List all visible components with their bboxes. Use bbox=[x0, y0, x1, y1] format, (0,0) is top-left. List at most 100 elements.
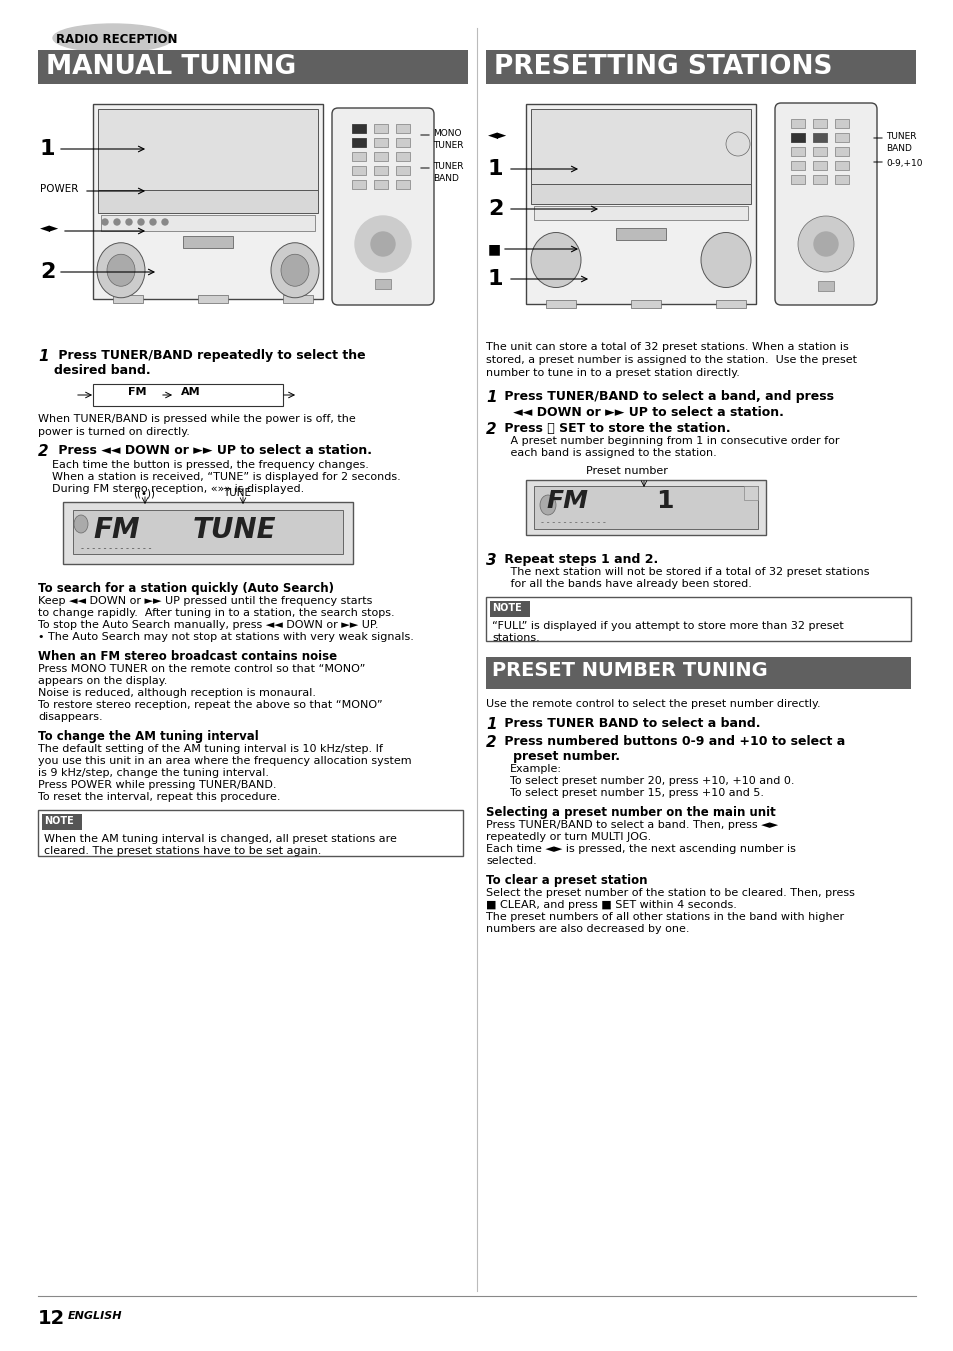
Bar bbox=[92, 104, 323, 299]
Bar bbox=[545, 300, 576, 308]
Bar bbox=[790, 161, 804, 170]
Text: repeatedly or turn MULTI JOG.: repeatedly or turn MULTI JOG. bbox=[485, 832, 651, 842]
Ellipse shape bbox=[74, 515, 88, 534]
Text: Press TUNER BAND to select a band.: Press TUNER BAND to select a band. bbox=[499, 717, 760, 730]
Text: - - - - - - - - - - - -: - - - - - - - - - - - - bbox=[540, 517, 605, 527]
Text: cleared. The preset stations have to be set again.: cleared. The preset stations have to be … bbox=[44, 846, 321, 857]
Text: you use this unit in an area where the frequency allocation system: you use this unit in an area where the f… bbox=[38, 757, 411, 766]
Bar bbox=[395, 166, 410, 176]
Text: When TUNER/BAND is pressed while the power is off, the: When TUNER/BAND is pressed while the pow… bbox=[38, 413, 355, 424]
Text: MANUAL TUNING: MANUAL TUNING bbox=[46, 54, 296, 80]
FancyBboxPatch shape bbox=[332, 108, 434, 305]
Text: During FM stereo reception, «»» is displayed.: During FM stereo reception, «»» is displ… bbox=[38, 484, 304, 494]
Text: Example:: Example: bbox=[510, 765, 561, 774]
Text: FM: FM bbox=[92, 516, 139, 544]
Text: The unit can store a total of 32 preset stations. When a station is: The unit can store a total of 32 preset … bbox=[485, 342, 848, 353]
Text: Repeat steps 1 and 2.: Repeat steps 1 and 2. bbox=[499, 553, 658, 566]
Text: • The Auto Search may not stop at stations with very weak signals.: • The Auto Search may not stop at statio… bbox=[38, 632, 414, 642]
Circle shape bbox=[138, 219, 144, 226]
Circle shape bbox=[371, 232, 395, 255]
Text: 1: 1 bbox=[656, 489, 673, 513]
Text: 0-9,+10: 0-9,+10 bbox=[885, 159, 922, 168]
Text: Press MONO TUNER on the remote control so that “MONO”: Press MONO TUNER on the remote control s… bbox=[38, 663, 365, 674]
Text: To restore stereo reception, repeat the above so that “MONO”: To restore stereo reception, repeat the … bbox=[38, 700, 382, 711]
Bar bbox=[352, 166, 366, 176]
Text: stations.: stations. bbox=[492, 634, 539, 643]
Ellipse shape bbox=[539, 494, 556, 515]
Text: Press TUNER/BAND to select a band. Then, press ◄►: Press TUNER/BAND to select a band. Then,… bbox=[485, 820, 778, 830]
Bar bbox=[352, 180, 366, 189]
Text: To search for a station quickly (Auto Search): To search for a station quickly (Auto Se… bbox=[38, 582, 334, 594]
Bar bbox=[374, 153, 388, 161]
Text: 3: 3 bbox=[485, 553, 497, 567]
Bar bbox=[352, 138, 366, 147]
Bar bbox=[42, 815, 82, 830]
Text: for all the bands have already been stored.: for all the bands have already been stor… bbox=[499, 580, 751, 589]
Bar bbox=[534, 205, 747, 220]
Text: preset number.: preset number. bbox=[499, 750, 619, 763]
Bar bbox=[38, 50, 468, 84]
Bar bbox=[790, 132, 804, 142]
Text: each band is assigned to the station.: each band is assigned to the station. bbox=[499, 449, 716, 458]
Text: 2: 2 bbox=[485, 735, 497, 750]
Bar bbox=[525, 104, 755, 304]
Bar bbox=[198, 295, 228, 303]
Text: selected.: selected. bbox=[485, 857, 537, 866]
Text: NOTE: NOTE bbox=[492, 603, 521, 613]
Text: is 9 kHz/step, change the tuning interval.: is 9 kHz/step, change the tuning interva… bbox=[38, 767, 269, 778]
Text: Press ⏸ SET to store the station.: Press ⏸ SET to store the station. bbox=[499, 422, 730, 435]
Bar bbox=[183, 236, 233, 249]
Bar bbox=[812, 132, 826, 142]
Text: TUNER: TUNER bbox=[433, 141, 463, 150]
Bar bbox=[790, 132, 804, 142]
Ellipse shape bbox=[53, 24, 172, 51]
Bar bbox=[374, 138, 388, 147]
Text: TUNE: TUNE bbox=[193, 516, 276, 544]
Bar bbox=[490, 601, 530, 617]
Bar bbox=[790, 176, 804, 184]
Bar bbox=[375, 280, 391, 289]
Text: When the AM tuning interval is changed, all preset stations are: When the AM tuning interval is changed, … bbox=[44, 834, 396, 844]
Text: 1: 1 bbox=[488, 159, 503, 178]
Text: Use the remote control to select the preset number directly.: Use the remote control to select the pre… bbox=[485, 698, 820, 709]
Text: POWER: POWER bbox=[40, 184, 78, 195]
Text: Each time ◄► is pressed, the next ascending number is: Each time ◄► is pressed, the next ascend… bbox=[485, 844, 795, 854]
Ellipse shape bbox=[281, 254, 309, 286]
Bar bbox=[395, 124, 410, 132]
Text: FM: FM bbox=[545, 489, 587, 513]
Bar bbox=[395, 180, 410, 189]
Text: 2: 2 bbox=[485, 422, 497, 436]
Bar bbox=[73, 509, 343, 554]
Circle shape bbox=[813, 232, 837, 255]
Text: BAND: BAND bbox=[885, 145, 911, 153]
Text: To reset the interval, repeat this procedure.: To reset the interval, repeat this proce… bbox=[38, 792, 280, 802]
Text: Selecting a preset number on the main unit: Selecting a preset number on the main un… bbox=[485, 807, 775, 819]
Text: 12: 12 bbox=[38, 1309, 65, 1328]
Text: 2: 2 bbox=[38, 444, 49, 459]
Text: To select preset number 20, press +10, +10 and 0.: To select preset number 20, press +10, +… bbox=[510, 775, 794, 786]
Bar bbox=[395, 138, 410, 147]
Text: MONO: MONO bbox=[433, 128, 461, 138]
Text: 2: 2 bbox=[488, 199, 503, 219]
Bar bbox=[716, 300, 745, 308]
Bar bbox=[812, 119, 826, 128]
Text: numbers are also decreased by one.: numbers are also decreased by one. bbox=[485, 924, 689, 934]
Text: When an FM stereo broadcast contains noise: When an FM stereo broadcast contains noi… bbox=[38, 650, 336, 663]
Text: PRESET NUMBER TUNING: PRESET NUMBER TUNING bbox=[492, 661, 767, 680]
Text: TUNER: TUNER bbox=[885, 132, 916, 141]
Circle shape bbox=[725, 132, 749, 155]
Bar bbox=[112, 295, 143, 303]
Bar bbox=[812, 132, 826, 142]
Text: ◄►: ◄► bbox=[488, 128, 507, 142]
Bar bbox=[98, 109, 317, 190]
Text: The next station will not be stored if a total of 32 preset stations: The next station will not be stored if a… bbox=[499, 567, 868, 577]
Text: 1: 1 bbox=[40, 139, 55, 159]
Text: ((•)): ((•)) bbox=[132, 488, 154, 499]
Bar bbox=[63, 503, 353, 563]
Bar bbox=[834, 132, 848, 142]
Bar bbox=[352, 124, 366, 132]
Bar bbox=[743, 486, 758, 500]
Text: 1: 1 bbox=[485, 390, 497, 405]
Text: power is turned on directly.: power is turned on directly. bbox=[38, 427, 190, 436]
Bar bbox=[834, 119, 848, 128]
